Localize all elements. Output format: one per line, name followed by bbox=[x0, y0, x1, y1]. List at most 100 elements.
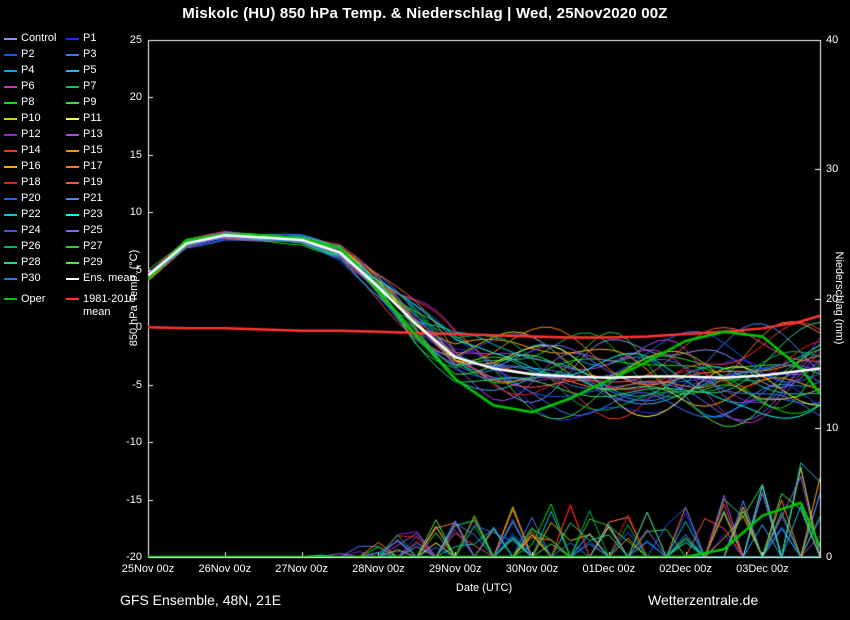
legend-label: P4 bbox=[21, 64, 35, 76]
legend-label: P8 bbox=[21, 96, 35, 108]
legend-swatch bbox=[4, 53, 17, 56]
legend-swatch bbox=[66, 181, 79, 184]
legend-label: Oper bbox=[21, 293, 46, 305]
legend-swatch bbox=[4, 277, 17, 280]
legend-item: P10 bbox=[4, 112, 66, 125]
legend-label: P23 bbox=[83, 208, 103, 220]
footer-brand: Wetterzentrale.de bbox=[648, 592, 759, 608]
tick-label: 20 bbox=[129, 91, 142, 104]
legend-label: P18 bbox=[21, 176, 41, 188]
tick-label: 0 bbox=[826, 551, 833, 563]
legend-item: P14 bbox=[4, 144, 66, 157]
legend-label: 1981-2010 mean bbox=[83, 293, 136, 318]
tick-label: 40 bbox=[826, 34, 839, 46]
tick-label: 25 bbox=[129, 34, 142, 46]
legend-swatch bbox=[4, 37, 17, 40]
tick-label: 28Nov 00z bbox=[352, 563, 405, 575]
legend-item: P30 bbox=[4, 272, 66, 285]
legend-label: P10 bbox=[21, 112, 41, 124]
legend-swatch bbox=[66, 53, 79, 56]
legend-swatch bbox=[66, 133, 79, 136]
tick-label: 01Dec 00z bbox=[582, 563, 636, 575]
tick-label: 29Nov 00z bbox=[428, 563, 482, 575]
legend-label: P15 bbox=[83, 144, 103, 156]
x-axis-label: Date (UTC) bbox=[455, 582, 513, 594]
legend-swatch bbox=[66, 277, 79, 280]
legend-swatch bbox=[4, 245, 17, 248]
tick-label: 0 bbox=[135, 321, 142, 334]
legend-item: P18 bbox=[4, 176, 66, 189]
tick-label: 20 bbox=[826, 292, 839, 305]
legend-item: P8 bbox=[4, 96, 66, 109]
tick-label: -20 bbox=[126, 551, 142, 563]
legend-item: P17 bbox=[66, 160, 150, 173]
precip-axis-label: Niederschlag (mm) bbox=[833, 251, 845, 345]
legend-item: P16 bbox=[4, 160, 66, 173]
legend-label: P16 bbox=[21, 160, 41, 172]
legend-swatch bbox=[4, 261, 17, 264]
legend-item: P2 bbox=[4, 48, 66, 61]
tick-label: -5 bbox=[132, 378, 142, 391]
legend-extra: Oper 1981-2010 mean bbox=[4, 293, 150, 319]
legend-label: P30 bbox=[21, 272, 41, 284]
legend-item: P20 bbox=[4, 192, 66, 205]
legend-swatch bbox=[66, 69, 79, 72]
legend-swatch bbox=[4, 298, 17, 300]
legend-item: Ens. mean bbox=[66, 272, 150, 285]
legend-label: Control bbox=[21, 32, 57, 44]
legend-item: P3 bbox=[66, 48, 150, 61]
legend-item: P15 bbox=[66, 144, 150, 157]
legend-label: P21 bbox=[83, 192, 103, 204]
legend: Control P1 P2 P3 P4 P5 P6 P7 P8 P9 P10 P11 P12 P13 P14… bbox=[4, 32, 150, 319]
tick-label: 02Dec 00z bbox=[659, 563, 712, 575]
chart-title: Miskolc (HU) 850 hPa Temp. & Niederschla… bbox=[182, 5, 668, 22]
legend-swatch bbox=[66, 165, 79, 168]
legend-members: Control P1 P2 P3 P4 P5 P6 P7 P8 P9 P10 P11 P12 P13 P14… bbox=[4, 32, 150, 285]
legend-item: P9 bbox=[66, 96, 150, 109]
legend-item: P12 bbox=[4, 128, 66, 141]
legend-swatch bbox=[66, 213, 79, 216]
legend-swatch bbox=[4, 197, 17, 200]
legend-label: P3 bbox=[83, 48, 97, 60]
legend-item: P13 bbox=[66, 128, 150, 141]
tick-label: 15 bbox=[129, 148, 142, 161]
legend-swatch bbox=[66, 197, 79, 200]
tick-label: -10 bbox=[126, 436, 142, 449]
legend-label: P9 bbox=[83, 96, 97, 108]
legend-swatch bbox=[4, 229, 17, 232]
legend-item: P6 bbox=[4, 80, 66, 93]
tick-label: -15 bbox=[126, 493, 142, 506]
legend-swatch bbox=[4, 85, 17, 88]
legend-swatch bbox=[4, 69, 17, 72]
legend-label: P25 bbox=[83, 224, 103, 236]
legend-swatch bbox=[4, 133, 17, 136]
legend-item: Control bbox=[4, 32, 66, 45]
legend-item: P22 bbox=[4, 208, 66, 221]
legend-item: P23 bbox=[66, 208, 150, 221]
legend-swatch bbox=[66, 245, 79, 248]
tick-label: 26Nov 00z bbox=[198, 563, 252, 575]
tick-label: 27Nov 00z bbox=[275, 563, 328, 575]
legend-item: P19 bbox=[66, 176, 150, 189]
legend-swatch bbox=[66, 261, 79, 264]
legend-label: P12 bbox=[21, 128, 41, 140]
legend-label: P14 bbox=[21, 144, 41, 156]
legend-swatch bbox=[4, 165, 17, 168]
legend-label: P13 bbox=[83, 128, 103, 140]
legend-swatch bbox=[4, 213, 17, 216]
legend-item: P28 bbox=[4, 256, 66, 269]
legend-swatch bbox=[66, 85, 79, 88]
tick-label: 03Dec 00z bbox=[736, 563, 789, 575]
legend-item: P25 bbox=[66, 224, 150, 237]
legend-item: P11 bbox=[66, 112, 150, 125]
legend-label: P1 bbox=[83, 32, 97, 44]
legend-label: P17 bbox=[83, 160, 103, 172]
legend-swatch bbox=[66, 117, 79, 120]
legend-swatch bbox=[66, 101, 79, 104]
legend-swatch bbox=[66, 149, 79, 152]
legend-label: P22 bbox=[21, 208, 41, 220]
legend-label: P29 bbox=[83, 256, 103, 268]
legend-item: P7 bbox=[66, 80, 150, 93]
